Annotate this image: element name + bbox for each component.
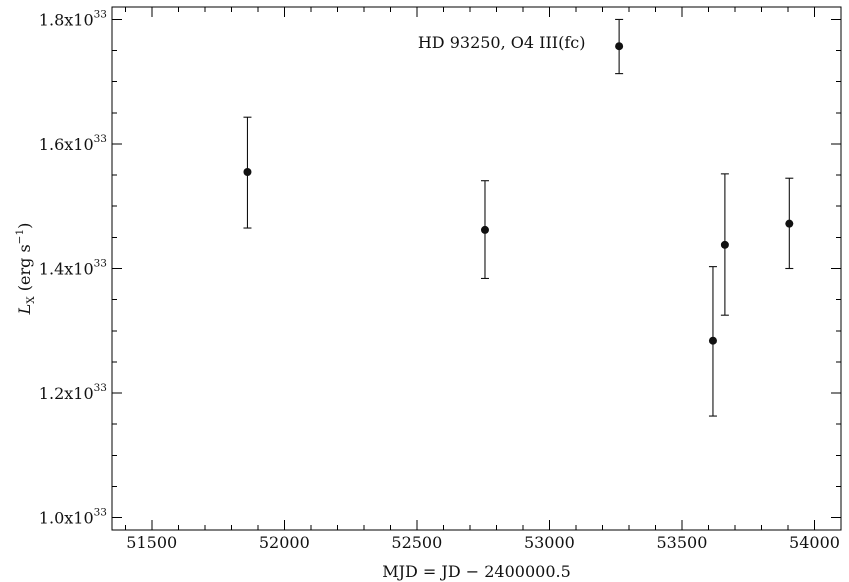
y-tick-label: 1.2x1033 <box>39 382 107 403</box>
x-axis-label: MJD = JD − 2400000.5 <box>382 562 571 581</box>
data-point <box>709 267 717 416</box>
data-marker <box>481 226 489 234</box>
ticks <box>112 7 841 530</box>
data-marker <box>709 337 717 345</box>
axes <box>112 7 841 530</box>
data-point <box>481 181 489 279</box>
data-series <box>243 19 793 416</box>
data-point <box>615 19 623 73</box>
x-tick-label: 52000 <box>259 533 310 552</box>
x-tick-label: 51500 <box>126 533 177 552</box>
y-tick-label: 1.0x1033 <box>39 507 107 528</box>
y-tick-label: 1.6x1033 <box>39 133 107 154</box>
data-marker <box>615 42 623 50</box>
x-tick-label: 53500 <box>656 533 707 552</box>
y-tick-label: 1.4x1033 <box>39 258 107 279</box>
data-point <box>243 117 251 228</box>
data-point <box>721 174 729 315</box>
plot-frame <box>112 7 841 530</box>
chart-annotation: HD 93250, O4 III(fc) <box>418 33 586 52</box>
data-marker <box>785 220 793 228</box>
data-marker <box>243 168 251 176</box>
data-marker <box>721 241 729 249</box>
x-tick-label: 53000 <box>524 533 575 552</box>
x-tick-label: 54000 <box>789 533 840 552</box>
data-point <box>785 178 793 268</box>
y-axis-label: LX (erg s−1) <box>14 223 37 316</box>
y-tick-label: 1.8x1033 <box>39 8 107 29</box>
x-tick-label: 52500 <box>391 533 442 552</box>
tick-labels: 51500 52000 52500 53000 53500 54000 1.0x1033 1.… <box>39 8 840 552</box>
